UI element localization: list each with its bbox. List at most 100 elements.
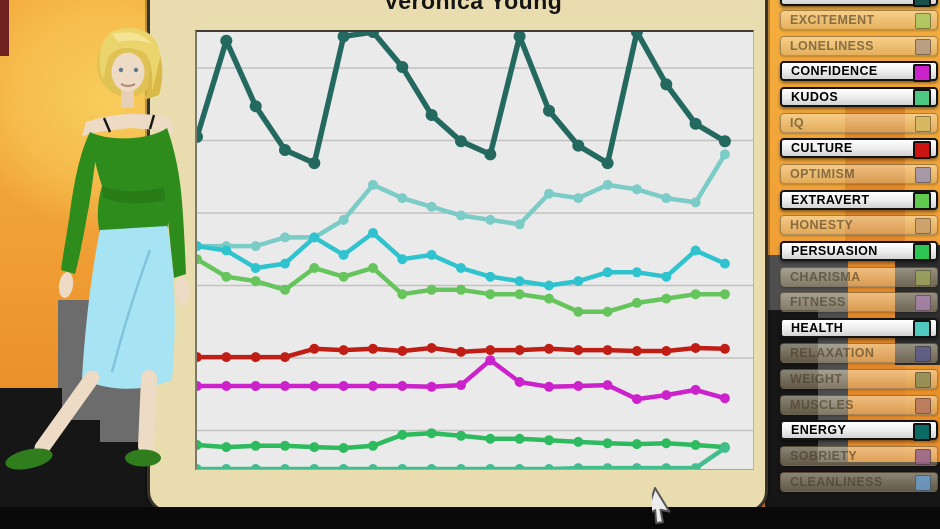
data-point-unlabeled (514, 276, 525, 287)
data-point-energy (572, 139, 585, 152)
data-point-unlabeled (631, 267, 642, 278)
data-point-persuasion (661, 438, 672, 449)
data-point-health (368, 179, 378, 190)
data-point-confidence (309, 381, 320, 391)
data-point-kudos (544, 464, 554, 469)
color-swatch (915, 13, 931, 29)
sidebar-item-cleanliness[interactable]: CLEANLINESS (780, 471, 938, 492)
data-point-extravert (280, 284, 290, 295)
sidebar-item-confidence[interactable]: CONFIDENCE (780, 61, 938, 82)
data-point-health (485, 214, 496, 225)
sidebar-item-persuasion[interactable]: PERSUASION (780, 240, 938, 262)
data-point-unlabeled (338, 249, 349, 260)
color-swatch (915, 372, 931, 389)
data-point-unlabeled (485, 271, 496, 282)
left-edge-strip (0, 0, 9, 56)
sidebar-item-kudos[interactable]: KUDOS (780, 86, 938, 108)
stat-label: RELAXATION (790, 346, 875, 361)
data-point-energy (718, 135, 731, 148)
data-point-health (250, 241, 261, 252)
data-point-unlabeled (309, 232, 320, 243)
color-swatch (915, 449, 931, 466)
sidebar-item-excitement[interactable]: EXCITEMENT (780, 10, 938, 30)
data-point-culture (573, 345, 584, 356)
data-point-energy (249, 100, 262, 113)
sidebar-item-weight[interactable]: WEIGHT (780, 369, 938, 390)
color-swatch (913, 243, 931, 262)
data-point-kudos (221, 464, 232, 469)
sidebar-item-culture[interactable]: CULTURE (780, 138, 938, 159)
data-point-kudos (661, 463, 672, 469)
data-point-persuasion (397, 429, 408, 440)
data-point-persuasion (573, 436, 584, 447)
data-point-unlabeled (719, 258, 730, 269)
stat-label: HEALTH (791, 320, 844, 335)
data-point-confidence (368, 381, 378, 391)
stat-label: PERSUASION (791, 243, 878, 258)
data-point-extravert (544, 293, 554, 304)
sidebar-item-loneliness[interactable]: LONELINESS (780, 35, 938, 56)
stats-chart-panel: Veronica Young (147, 0, 768, 513)
data-point-persuasion (280, 440, 290, 451)
data-point-persuasion (426, 428, 437, 439)
data-point-kudos (368, 464, 378, 469)
sidebar-item-partial-top[interactable] (780, 0, 938, 7)
data-point-confidence (719, 393, 730, 404)
sidebar-item-honesty[interactable]: HONESTY (780, 215, 938, 236)
data-point-culture (514, 345, 525, 356)
data-point-energy (455, 135, 467, 148)
data-point-culture (338, 345, 349, 356)
data-point-persuasion (456, 430, 466, 441)
series-line-confidence (197, 357, 726, 402)
stats-sidebar: EXCITEMENT LONELINESS CONFIDENCE KUDOS IQ CUL… (780, 0, 938, 529)
data-point-kudos (426, 464, 437, 469)
data-point-persuasion (602, 438, 613, 449)
data-point-energy (396, 61, 409, 73)
data-point-kudos (397, 464, 408, 469)
data-point-extravert (368, 263, 378, 273)
stat-label: WEIGHT (790, 372, 843, 387)
data-point-kudos (514, 464, 525, 469)
color-swatch (915, 295, 931, 312)
data-point-kudos (309, 464, 320, 469)
data-point-culture (280, 352, 290, 363)
data-point-health (690, 197, 701, 208)
mouse-cursor (652, 487, 671, 525)
data-point-persuasion (338, 443, 349, 453)
data-point-energy (197, 130, 203, 143)
sidebar-item-fitness[interactable]: FITNESS (780, 292, 938, 313)
data-point-kudos (197, 464, 202, 469)
stat-label: MUSCLES (790, 397, 854, 412)
data-point-extravert (338, 271, 349, 282)
sidebar-item-health[interactable]: HEALTH (780, 317, 938, 339)
sidebar-item-relaxation[interactable]: RELAXATION (780, 343, 938, 364)
data-point-persuasion (631, 439, 642, 450)
color-swatch (913, 192, 931, 211)
sidebar-item-energy[interactable]: ENERGY (780, 420, 938, 441)
data-point-confidence (602, 380, 613, 391)
sidebar-item-iq[interactable]: IQ (780, 112, 938, 133)
data-point-culture (426, 343, 437, 353)
data-point-persuasion (309, 442, 320, 453)
data-point-extravert (573, 306, 584, 317)
stat-label: CULTURE (791, 141, 853, 156)
data-point-extravert (485, 289, 496, 300)
sidebar-item-extravert[interactable]: EXTRAVERT (780, 189, 938, 211)
sidebar-item-muscles[interactable]: MUSCLES (780, 394, 938, 415)
data-point-confidence (456, 380, 466, 391)
sidebar-item-sobriety[interactable]: SOBRIETY (780, 446, 938, 467)
data-point-energy (337, 32, 350, 43)
data-point-kudos (338, 464, 349, 469)
sidebar-item-optimism[interactable]: OPTIMISM (780, 163, 938, 184)
stat-label: CHARISMA (790, 269, 861, 284)
data-point-unlabeled (690, 245, 701, 256)
data-point-energy (689, 117, 702, 130)
data-point-extravert (514, 289, 525, 300)
data-point-health (514, 219, 525, 230)
data-point-health (719, 149, 730, 160)
sidebar-item-charisma[interactable]: CHARISMA (780, 266, 938, 287)
data-point-culture (631, 346, 642, 356)
stat-label: HONESTY (790, 218, 854, 233)
data-point-culture (661, 346, 672, 356)
data-point-unlabeled (426, 249, 437, 260)
